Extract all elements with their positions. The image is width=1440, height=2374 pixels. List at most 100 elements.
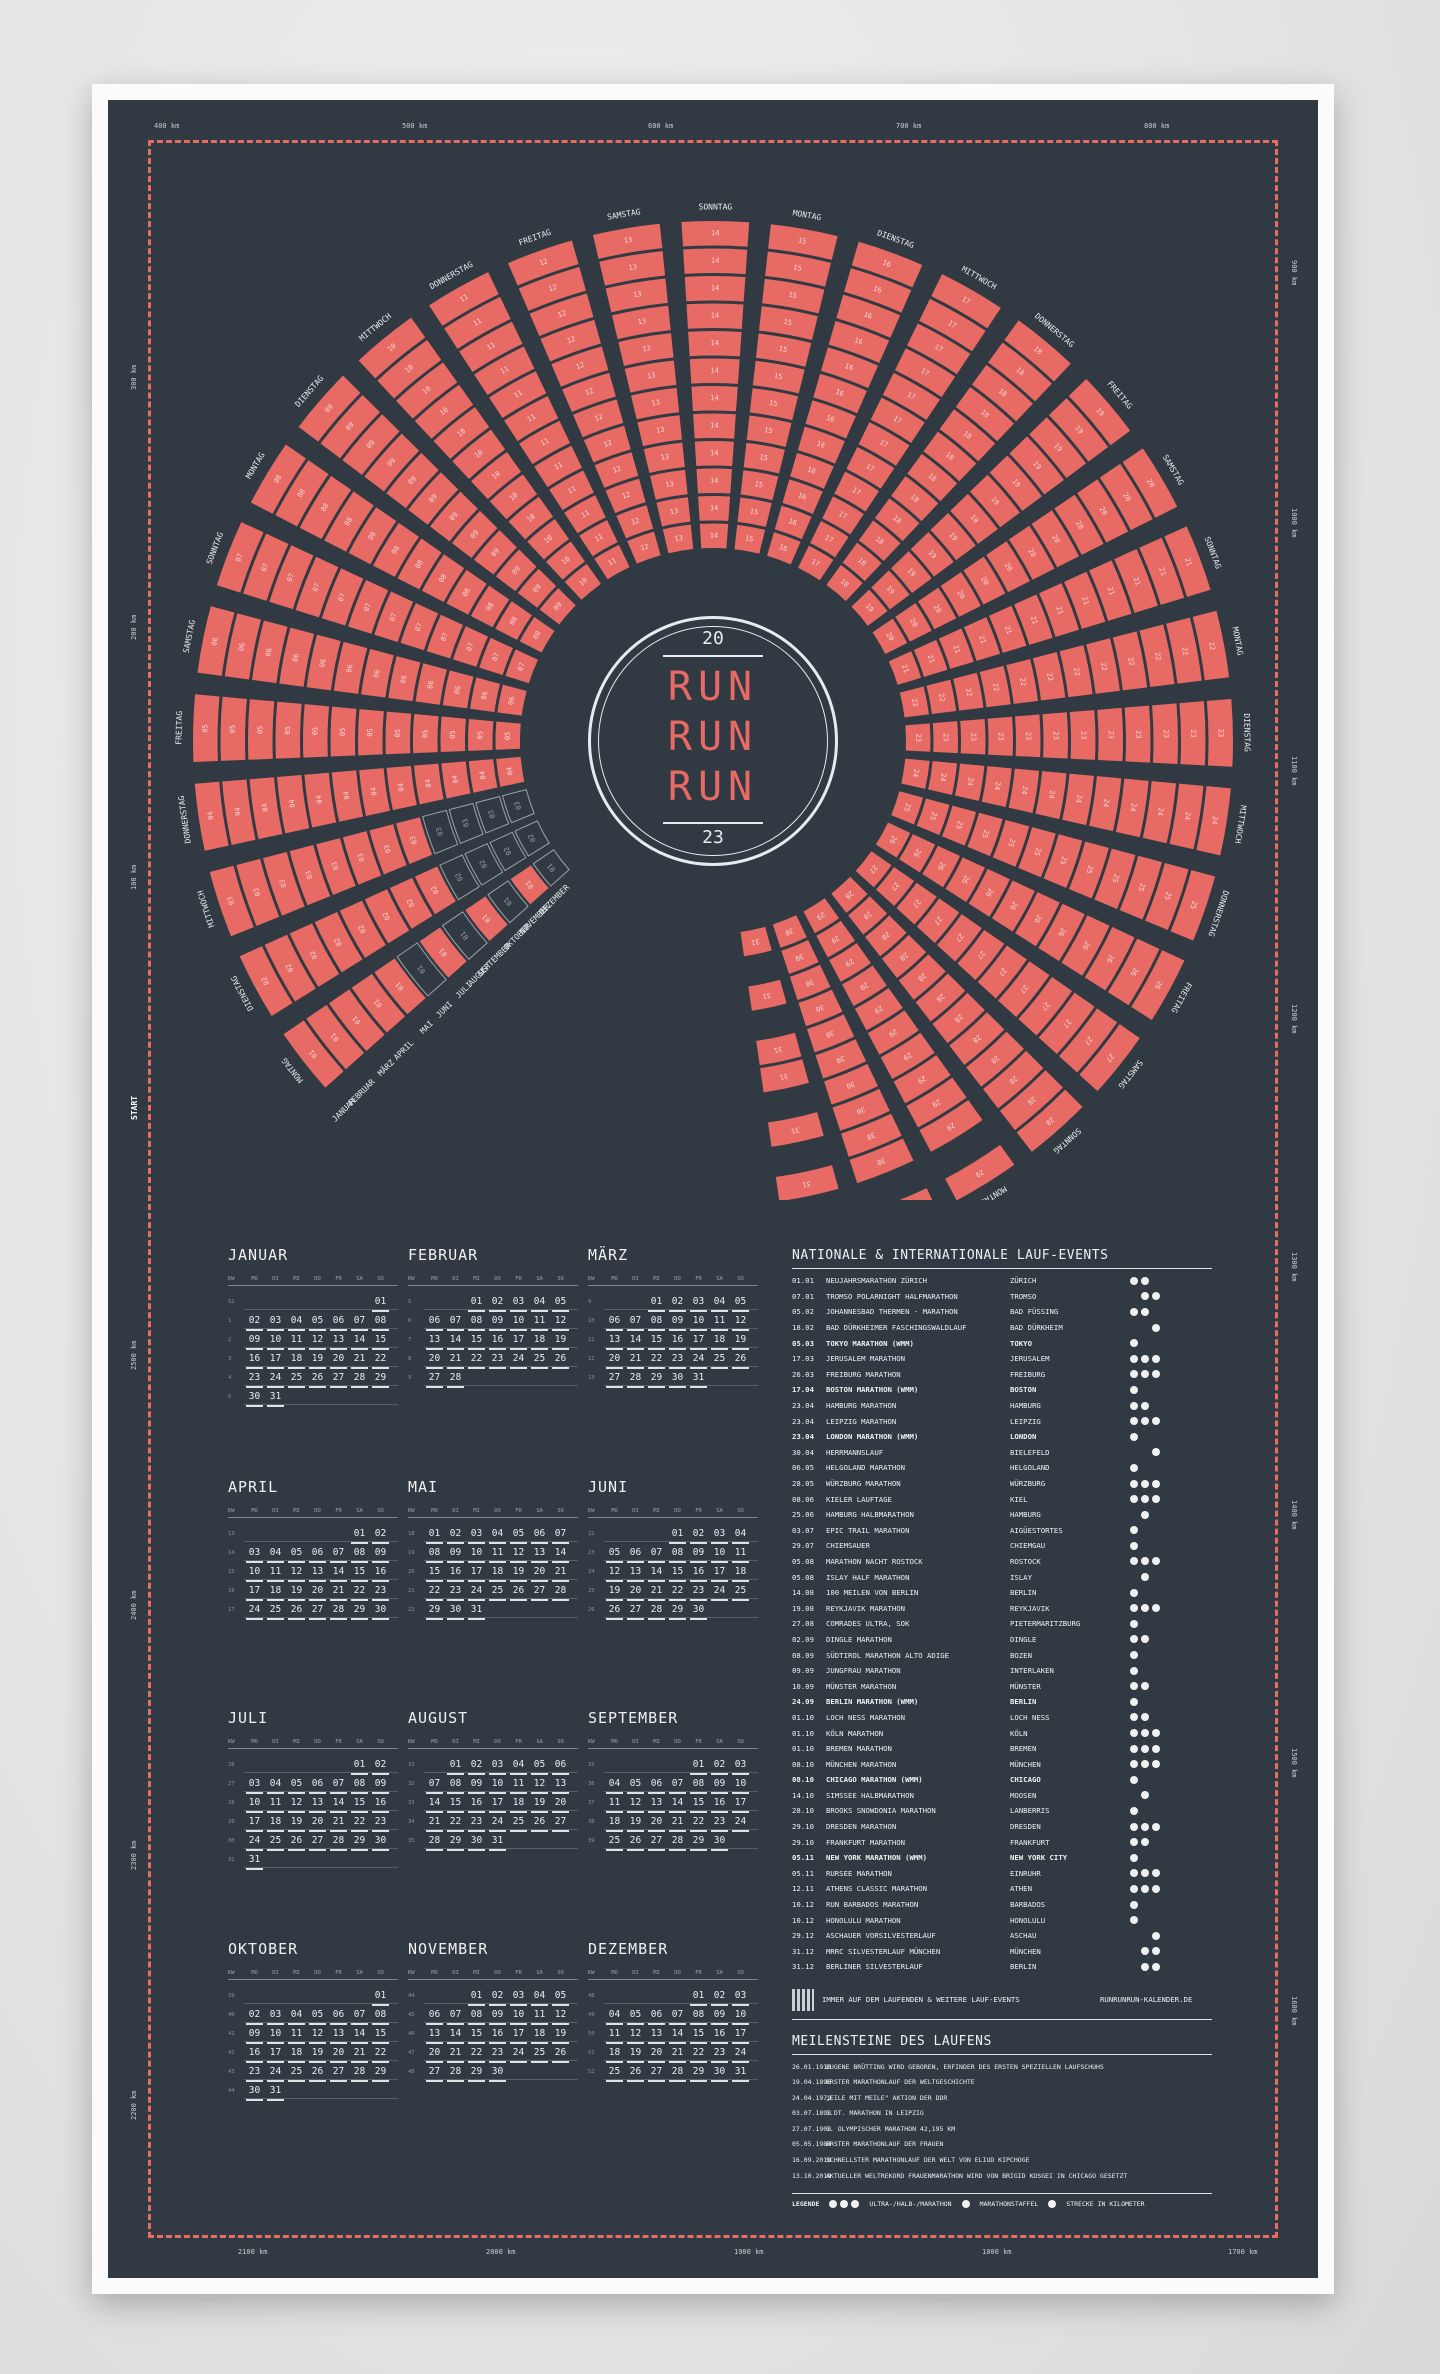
calendar-day: 07 (667, 2009, 688, 2025)
event-row[interactable]: 30.04 HERRMANNSLAUF BIELEFELD (792, 1445, 1212, 1461)
week-number: 13 (228, 1530, 235, 1537)
calendar-day: 13 (328, 1334, 349, 1350)
calendar-day: 14 (328, 1566, 349, 1582)
event-row[interactable]: 26.03 FREIBURG MARATHON FREIBURG (792, 1367, 1212, 1383)
day-cell (755, 333, 812, 367)
event-row[interactable]: 19.08 REYKJAVIK MARATHON REYKJAVIK (792, 1600, 1212, 1616)
event-row[interactable]: 12.11 ATHENS CLASSIC MARATHON ATHEN (792, 1881, 1212, 1897)
event-row[interactable]: 10.09 MÜNSTER MARATHON MÜNSTER (792, 1678, 1212, 1694)
event-city: LONDON (1010, 1432, 1037, 1442)
event-row[interactable]: 29.10 FRANKFURT MARATHON FRANKFURT (792, 1834, 1212, 1850)
event-dot (1130, 1900, 1138, 1909)
day-number: 13 (633, 290, 643, 299)
day-cell (279, 627, 315, 687)
weekday-label: DIENSTAG (876, 228, 915, 250)
event-row[interactable]: 17.03 JERUSALEM MARATHON JERUSALEM (792, 1351, 1212, 1367)
day-number: 20 (1145, 478, 1156, 489)
event-row[interactable]: 27.08 COMRADES ULTRA, SOK PIETERMARITZBURG (792, 1616, 1212, 1632)
day-number: 10 (490, 470, 502, 482)
day-number: 21 (977, 634, 987, 645)
day-cell (1031, 510, 1080, 568)
calendar-day: 06 (604, 1315, 625, 1331)
day-cell (474, 346, 535, 395)
weekday-header-cell: SO (737, 1970, 744, 1976)
event-row[interactable]: 03.07 EPIC TRAIL MARATHON AIGÜESTORTES (792, 1523, 1212, 1539)
event-row[interactable]: 29.07 CHIEMSAUER CHIEMGAU (792, 1538, 1212, 1554)
event-row[interactable]: 02.09 DINGLE MARATHON DINGLE (792, 1632, 1212, 1648)
event-row[interactable]: 29.10 DRESDEN MARATHON DRESDEN (792, 1819, 1212, 1835)
calendar-day: 26 (529, 1816, 550, 1832)
day-number: 02 (381, 910, 392, 921)
week-divider (424, 1541, 578, 1542)
event-row[interactable]: 14.08 100 MEILEN VON BERLIN BERLIN (792, 1585, 1212, 1601)
day-cell (967, 812, 1003, 857)
qr-code-icon[interactable] (792, 1988, 814, 2011)
event-row[interactable]: 31.12 BERLINER SILVESTERLAUF BERLIN (792, 1959, 1212, 1975)
day-cell (389, 877, 433, 929)
event-row[interactable]: 24.09 BERLIN MARATHON (WMM) BERLIN (792, 1694, 1212, 1710)
event-row[interactable]: 23.04 LONDON MARATHON (WMM) LONDON (792, 1429, 1212, 1445)
day-cell (408, 472, 459, 525)
event-row[interactable]: 08.09 SÜDTIROL MARATHON ALTO ADIGE BOZEN (792, 1647, 1212, 1663)
event-row[interactable]: 08.10 MÜNCHEN MARATHON MÜNCHEN (792, 1756, 1212, 1772)
day-number: 29 (902, 1050, 913, 1061)
event-row[interactable]: 31.12 MRRC SILVESTERLAUF MÜNCHEN MÜNCHEN (792, 1944, 1212, 1960)
day-number: 08 (296, 488, 307, 499)
calendar-day: 27 (604, 1372, 625, 1388)
website-link[interactable]: RUNRUNRUN-KALENDER.DE (1100, 1995, 1193, 2005)
event-row[interactable]: 23.04 LEIPZIG MARATHON LEIPZIG (792, 1413, 1212, 1429)
day-number: 30 (876, 1156, 887, 1167)
day-cell (781, 939, 819, 974)
event-row[interactable]: 14.10 SIMSSEE HALBMARATHON MOOSEN (792, 1788, 1212, 1804)
day-cell (468, 718, 494, 751)
legend-dot-icon (1048, 2200, 1057, 2209)
event-row[interactable]: 05.03 TOKYO MARATHON (WMM) TOKYO (792, 1335, 1212, 1351)
event-row[interactable]: 09.09 JUNGFRAU MARATHON INTERLAKEN (792, 1663, 1212, 1679)
event-row[interactable]: 18.02 BAD DÜRKHEIMER FASCHINGSWALDLAUF BAD… (792, 1320, 1212, 1336)
event-name: JUNGFRAU MARATHON (826, 1666, 901, 1676)
event-dot (1152, 1323, 1160, 1332)
day-number: 26 (1056, 926, 1067, 937)
event-row[interactable]: 05.08 ISLAY HALF MARATHON ISLAY (792, 1569, 1212, 1585)
event-row[interactable]: 06.05 HELGOLAND MARATHON HELGOLAND (792, 1460, 1212, 1476)
calendar-day: 03 (730, 1990, 751, 2006)
event-city: BOZEN (1010, 1650, 1032, 1660)
event-row[interactable]: 17.04 BOSTON MARATHON (WMM) BOSTON (792, 1382, 1212, 1398)
event-row[interactable]: 28.05 WÜRZBURG MARATHON WÜRZBURG (792, 1476, 1212, 1492)
week-divider (424, 1598, 578, 1599)
event-row[interactable]: 23.04 HAMBURG MARATHON HAMBURG (792, 1398, 1212, 1414)
week-row: 40 02 03 04 05 06 07 08 (228, 2005, 398, 2025)
day-cell (422, 809, 459, 855)
day-number: 19 (926, 549, 938, 561)
event-row[interactable]: 07.01 TROMSO POLARNIGHT HALFMARATHON TROMS… (792, 1289, 1212, 1305)
calendar-day: 28 (349, 1372, 370, 1388)
day-cell (573, 399, 624, 438)
event-row[interactable]: 01.10 LOCH NESS MARATHON LOCH NESS (792, 1710, 1212, 1726)
day-number: 19 (905, 567, 917, 579)
event-row[interactable]: 01.10 BREMEN MARATHON BREMEN (792, 1741, 1212, 1757)
event-row[interactable]: 25.06 HAMBURG HALBMARATHON HAMBURG (792, 1507, 1212, 1523)
event-row[interactable]: 29.12 ASCHAUER VORSILVESTERLAUF ASCHAU (792, 1928, 1212, 1944)
event-row[interactable]: 08.06 KIELER LAUFTAGE KIEL (792, 1491, 1212, 1507)
weekday-header-cell: FR (335, 1276, 342, 1282)
event-row[interactable]: 05.08 MARATHON NACHT ROSTOCK ROSTOCK (792, 1554, 1212, 1570)
event-row[interactable]: 05.02 JOHANNESBAD THERMEN - MARATHON BAD F… (792, 1304, 1212, 1320)
event-row[interactable]: 05.11 NEW YORK MARATHON (WMM) NEW YORK CIT… (792, 1850, 1212, 1866)
calendar-day: 10 (244, 1566, 265, 1582)
event-row[interactable]: 10.12 HONOLULU MARATHON HONOLULU (792, 1912, 1212, 1928)
event-row[interactable]: 10.12 RUN BARBADOS MARATHON BARBADOS (792, 1897, 1212, 1913)
weekday-header-cell: MI (473, 1276, 480, 1282)
day-number: 07 (311, 582, 322, 593)
event-row[interactable]: 08.10 CHICAGO MARATHON (WMM) CHICAGO (792, 1772, 1212, 1788)
event-row[interactable]: 05.11 RURSEE MARATHON EINRUHR (792, 1866, 1212, 1882)
event-row[interactable]: 28.10 BROOKS SNOWDONIA MARATHON LANBERRIS (792, 1803, 1212, 1819)
event-row[interactable]: 01.10 KÖLN MARATHON KÖLN (792, 1725, 1212, 1741)
day-number: 16 (844, 362, 855, 372)
day-number: 06 (453, 685, 462, 695)
day-cell (276, 774, 310, 834)
day-cell (1059, 1008, 1118, 1073)
weekday-header-cell: DO (314, 1508, 321, 1514)
day-number: 05 (284, 726, 292, 735)
event-row[interactable]: 01.01 NEUJAHRSMARATHON ZÜRICH ZÜRICH (792, 1273, 1212, 1289)
weekday-header-cell: KW (228, 1276, 235, 1282)
